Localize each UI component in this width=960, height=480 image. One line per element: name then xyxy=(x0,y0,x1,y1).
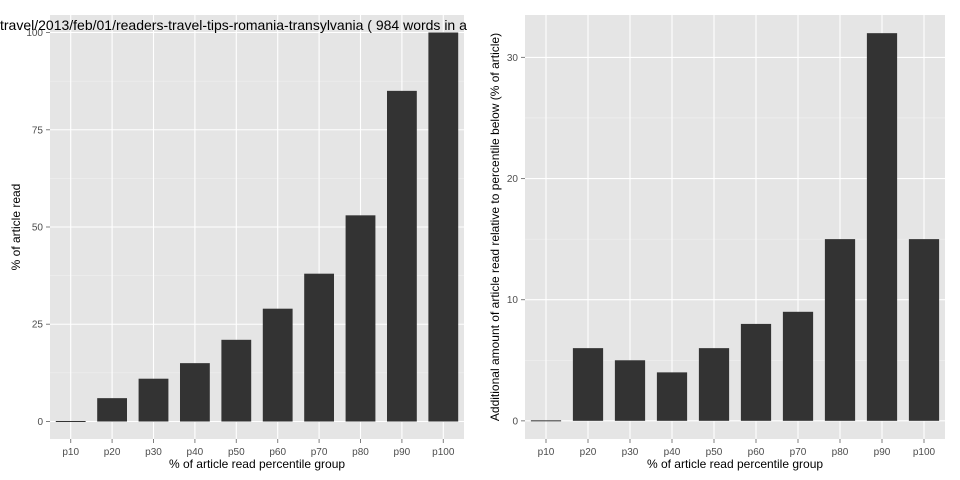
x-tick-label: p20 xyxy=(580,447,597,458)
bar-p60 xyxy=(740,323,772,421)
bar-p30 xyxy=(138,378,169,422)
y-tick-label: 30 xyxy=(507,53,519,64)
bar-p100 xyxy=(908,239,940,421)
x-tick-label: p10 xyxy=(538,447,555,458)
x-tick-label: p90 xyxy=(394,447,411,458)
x-tick-label: p60 xyxy=(269,447,286,458)
y-axis-title: % of article read xyxy=(9,184,23,271)
y-tick-label: 20 xyxy=(507,174,519,185)
bar-p20 xyxy=(572,348,604,421)
y-tick-label: 50 xyxy=(32,223,44,234)
x-tick-label: p70 xyxy=(790,447,807,458)
bar-p30 xyxy=(614,360,646,421)
additional-read-chart: 0 10 20 30 p10 p20 p30 p40 p50 p60 p70 p80 p90 p100 % … xyxy=(488,15,945,471)
bar-p10 xyxy=(530,420,562,422)
x-tick-label: p100 xyxy=(432,447,455,458)
bar-p100 xyxy=(428,32,459,422)
x-tick-label: p80 xyxy=(832,447,849,458)
x-tick-label: p100 xyxy=(913,447,936,458)
bar-p70 xyxy=(782,311,814,421)
x-tick-label: p10 xyxy=(62,447,79,458)
x-tick-label: p40 xyxy=(664,447,681,458)
x-tick-label: p80 xyxy=(352,447,369,458)
y-tick-label: 100 xyxy=(26,28,43,39)
bar-p80 xyxy=(824,239,856,421)
x-tick-label: p60 xyxy=(748,447,765,458)
y-tick-label: 0 xyxy=(512,416,518,427)
bar-p50 xyxy=(221,339,252,422)
x-axis-title: % of article read percentile group xyxy=(647,457,823,471)
bar-p40 xyxy=(179,363,210,422)
x-tick-label: p50 xyxy=(228,447,245,458)
x-tick-label: p30 xyxy=(145,447,162,458)
x-tick-label: p30 xyxy=(622,447,639,458)
bar-p50 xyxy=(698,348,730,421)
y-tick-label: 75 xyxy=(32,125,44,136)
bar-p90 xyxy=(866,33,898,421)
y-tick-label: 10 xyxy=(507,295,519,306)
cumulative-read-chart: 0 25 50 75 100 p10 p20 p30 p40 p50 p60 p70 p80 p90 p10… xyxy=(0,15,467,471)
y-tick-label: 25 xyxy=(32,320,44,331)
x-axis-title: % of article read percentile group xyxy=(169,457,345,471)
y-axis-title: Additional amount of article read relati… xyxy=(488,33,502,421)
x-tick-label: p90 xyxy=(874,447,891,458)
bar-p70 xyxy=(304,273,335,422)
x-tick-label: p50 xyxy=(706,447,723,458)
bar-p60 xyxy=(262,308,293,422)
bar-p90 xyxy=(386,90,417,422)
bar-p20 xyxy=(97,398,128,422)
bar-p40 xyxy=(656,372,688,421)
y-tick-label: 0 xyxy=(37,417,43,428)
x-tick-label: p70 xyxy=(311,447,328,458)
bar-p80 xyxy=(345,215,376,422)
chart-title: travel/2013/feb/01/readers-travel-tips-r… xyxy=(0,17,467,33)
bar-p10 xyxy=(55,420,86,422)
x-tick-label: p20 xyxy=(104,447,121,458)
x-tick-label: p40 xyxy=(187,447,204,458)
